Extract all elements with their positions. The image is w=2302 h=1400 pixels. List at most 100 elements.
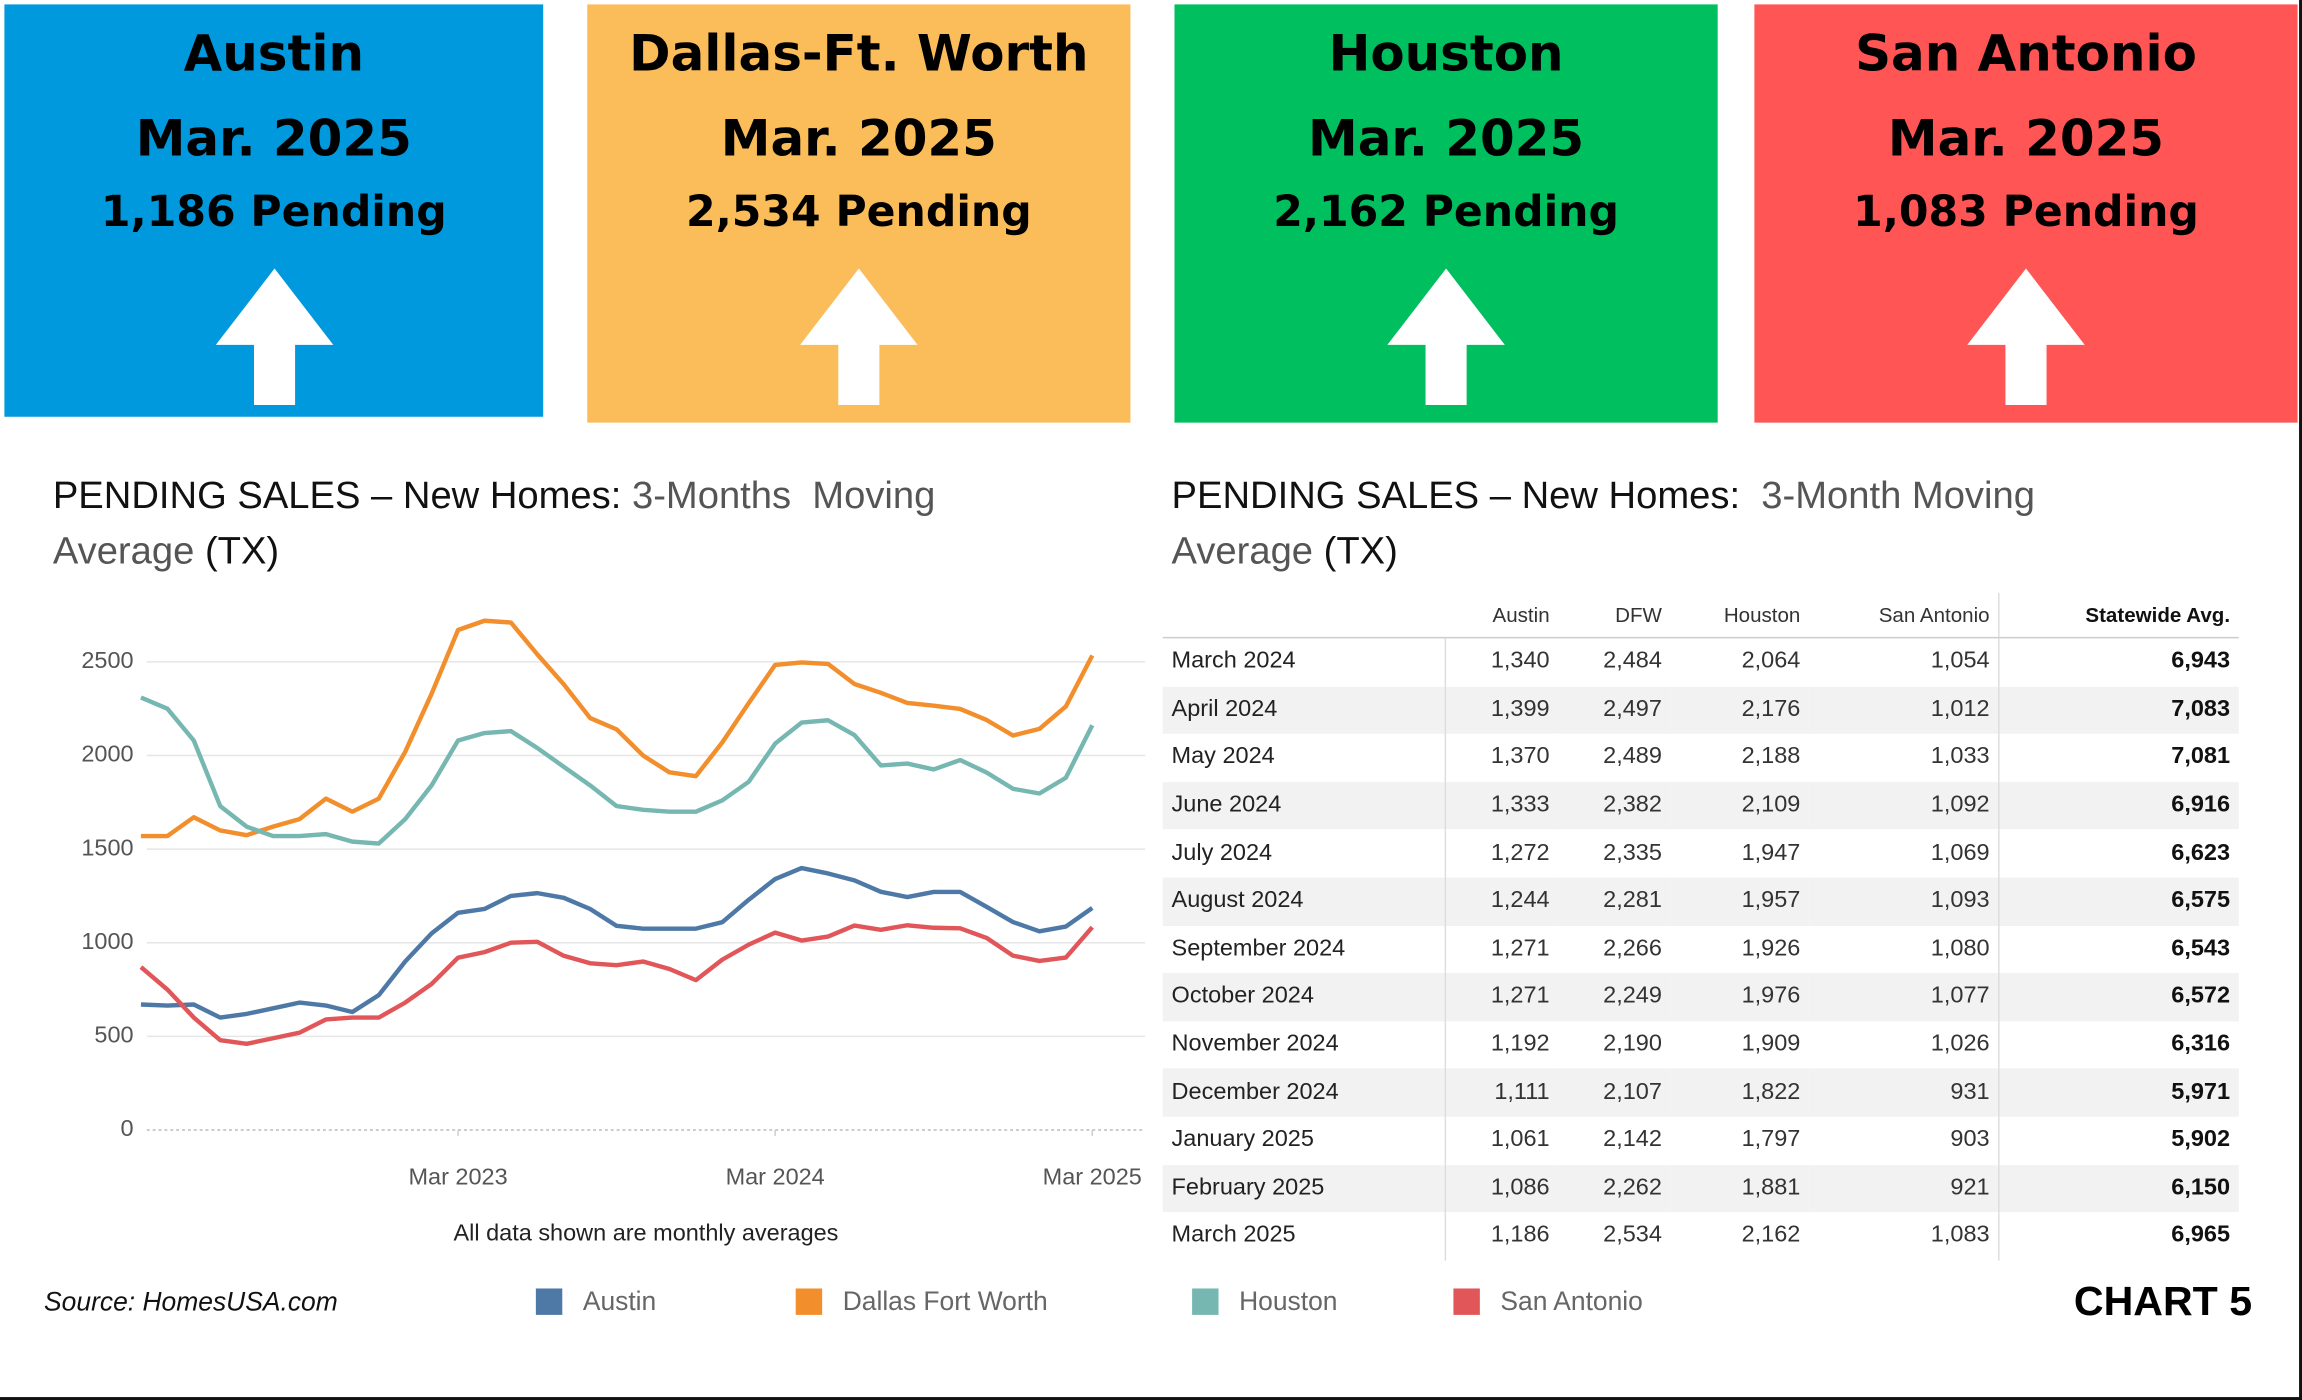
source: Source: HomesUSA.com	[44, 1287, 338, 1317]
table-cell: 903	[1950, 1127, 1990, 1153]
row-label: February 2025	[1162, 1164, 1446, 1213]
title-part: PENDING SALES – New Homes:	[52, 472, 632, 517]
legend-label: Dallas Fort Worth	[843, 1286, 1048, 1316]
table-cell: 1,797	[1741, 1127, 1801, 1153]
table-cell: 1,370	[1490, 744, 1550, 770]
table-cell: 1,069	[1930, 840, 1990, 866]
table-cell: 2,262	[1558, 1164, 1671, 1213]
table-cell: 2,107	[1558, 1068, 1671, 1117]
row-label: March 2025	[1162, 1212, 1446, 1261]
row-label: October 2024	[1162, 973, 1446, 1022]
table-row: September 2024 1,271 2,266 1,926 1,080 6,543	[1162, 925, 2239, 974]
data-table: Austin DFW Houston San Antonio Statewide Avg…	[1162, 592, 2239, 1261]
title-part: (TX)	[1313, 528, 1398, 573]
up-arrow	[1967, 268, 2085, 406]
title-part: 3-Month Moving Average	[1171, 472, 2044, 573]
card-city: San Antonio	[1855, 24, 2197, 84]
legend-swatch	[535, 1288, 563, 1315]
table-cell: 2,142	[1603, 1127, 1662, 1153]
legend-swatch	[1192, 1288, 1219, 1315]
table-cell: 2,489	[1603, 744, 1662, 770]
table-cell: 1,822	[1670, 1068, 1810, 1117]
table-header: Austin DFW Houston San Antonio Statewide Avg…	[1162, 592, 2239, 639]
table-cell: 1,054	[1930, 649, 1990, 675]
row-label: March 2024	[1162, 637, 1446, 687]
card-period: Mar. 2025	[720, 110, 997, 169]
table-cell: 1,061	[1490, 1127, 1550, 1153]
row-label: April 2024	[1162, 686, 1446, 735]
table-row: January 2025 1,061 2,142 1,797 903 5,902	[1162, 1116, 2239, 1165]
table-cell: 1,092	[1809, 781, 2000, 830]
arrow-shape	[215, 268, 333, 406]
table-cell: 1,909	[1741, 1031, 1801, 1057]
series-line	[140, 618, 1095, 839]
table-cell: 1,947	[1741, 840, 1801, 866]
card-period: Mar. 2025	[1308, 110, 1585, 169]
table-cell: 2,249	[1558, 973, 1671, 1022]
table-row: April 2024 1,399 2,497 2,176 1,012 7,083	[1162, 686, 2239, 735]
title-part: 3-Months Moving Average	[52, 472, 944, 573]
card-pending: 1,186 Pending	[100, 186, 447, 237]
table-cell: 1,340	[1490, 649, 1550, 675]
table-cell: 1,033	[1930, 744, 1990, 770]
table-body: March 2024 1,340 2,484 2,064 1,054 6,943 April…	[1162, 637, 2239, 1261]
chart-title: PENDING SALES – New Homes: 3-Months Movi…	[53, 467, 1066, 579]
row-label: July 2024	[1162, 829, 1446, 878]
row-label: May 2024	[1162, 734, 1446, 782]
title-part: PENDING SALES – New Homes:	[1171, 472, 1762, 517]
table-cell: 7,083	[1998, 686, 2239, 735]
x-tick-label: Mar 2024	[726, 1164, 825, 1190]
y-tick-label: 1500	[81, 834, 133, 860]
table-cell: 1,192	[1490, 1031, 1550, 1057]
table-title: PENDING SALES – New Homes: 3-Month Movin…	[1172, 467, 2185, 579]
table-cell: 1,026	[1930, 1031, 1990, 1057]
table-cell: 5,902	[1998, 1116, 2239, 1165]
legend-swatch	[795, 1288, 823, 1315]
table-cell: 2,382	[1558, 781, 1671, 830]
row-label: November 2024	[1162, 1021, 1446, 1069]
table-cell: 921	[1809, 1164, 2000, 1213]
table-cell: 2,162	[1741, 1223, 1801, 1249]
card-pending: 2,534 Pending	[685, 186, 1032, 237]
y-tick-label: 0	[121, 1115, 134, 1141]
table-cell: 6,572	[1998, 973, 2239, 1022]
legend-label: Houston	[1239, 1286, 1337, 1316]
table-cell: 6,916	[1998, 781, 2239, 830]
header-blank	[1162, 592, 1446, 639]
table-row: August 2024 1,244 2,281 1,957 1,093 6,575	[1162, 877, 2239, 926]
table-cell: 2,188	[1741, 744, 1801, 770]
metric-card: Austin Mar. 2025 1,186 Pending	[4, 4, 544, 417]
column-header: Austin	[1445, 592, 1559, 639]
table-cell: 1,881	[1670, 1164, 1810, 1213]
table-cell: 1,077	[1809, 973, 2000, 1022]
card-city: Austin	[183, 24, 364, 84]
table-cell: 1,080	[1930, 936, 1990, 962]
y-tick-label: 500	[94, 1022, 133, 1048]
table-row: December 2024 1,111 2,107 1,822 931 5,971	[1162, 1068, 2239, 1117]
card-city: Houston	[1328, 24, 1564, 84]
table-cell: 5,971	[1998, 1068, 2239, 1117]
metric-card: Houston Mar. 2025 2,162 Pending	[1174, 4, 1718, 423]
legend-label: San Antonio	[1500, 1286, 1642, 1316]
table-row: June 2024 1,333 2,382 2,109 1,092 6,916	[1162, 781, 2239, 830]
table-cell: 1,271	[1490, 936, 1550, 962]
column-header: Houston	[1670, 592, 1810, 639]
table-row: February 2025 1,086 2,262 1,881 921 6,150	[1162, 1164, 2239, 1213]
card-pending: 1,083 Pending	[1853, 186, 2199, 237]
chart-number: CHART 5	[2073, 1278, 2253, 1324]
table-cell: 7,081	[1998, 734, 2239, 782]
annotation: All data shown are monthly averages	[454, 1219, 839, 1245]
series-line	[140, 695, 1095, 846]
y-tick-label: 2500	[81, 647, 133, 673]
table-cell: 1,244	[1445, 877, 1559, 926]
table-row: March 2025 1,186 2,534 2,162 1,083 6,965	[1162, 1212, 2239, 1261]
series-line	[140, 865, 1094, 1020]
table-row: July 2024 1,272 2,335 1,947 1,069 6,623	[1162, 829, 2239, 878]
row-label: September 2024	[1162, 925, 1446, 974]
table-cell: 1,976	[1670, 973, 1810, 1022]
table-cell: 1,399	[1445, 686, 1559, 735]
row-label: January 2025	[1162, 1116, 1446, 1165]
y-tick-label: 2000	[81, 741, 133, 767]
column-header: Statewide Avg.	[1998, 592, 2239, 639]
